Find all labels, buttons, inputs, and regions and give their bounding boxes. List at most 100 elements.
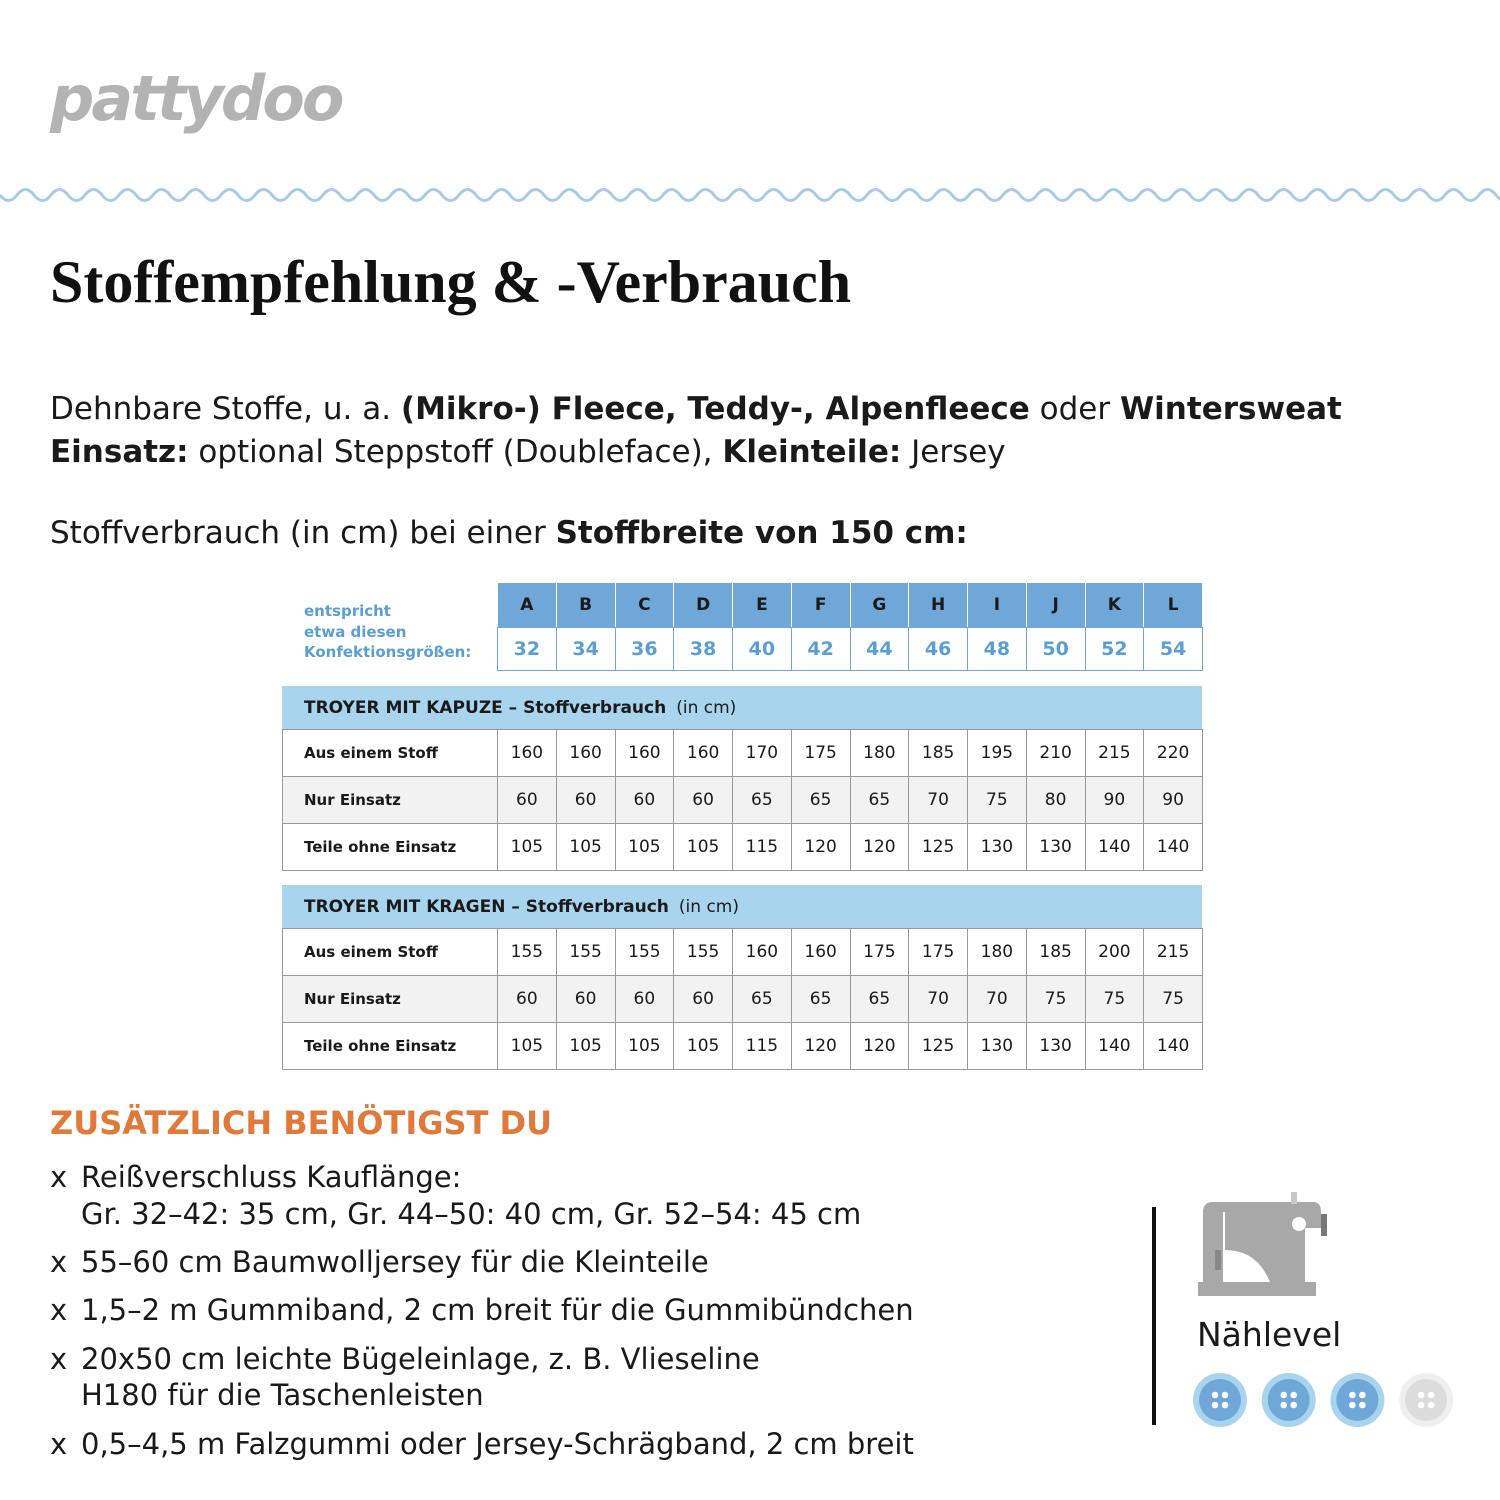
value-cell: 180 [967, 928, 1027, 976]
size-letter: H [908, 583, 968, 627]
value-cell: 75 [1143, 975, 1203, 1023]
value-cell: 170 [732, 729, 792, 777]
skill-button [1193, 1373, 1247, 1427]
value-cell: 115 [732, 1022, 792, 1070]
bullet: x [50, 1293, 68, 1327]
size-letter: L [1143, 583, 1203, 627]
row-label: Aus einem Stoff [282, 729, 498, 777]
section-title: TROYER MIT KAPUZE – Stoffverbrauch [304, 698, 667, 718]
button-hole [1211, 1401, 1219, 1409]
size-number: 36 [614, 627, 675, 671]
text: oder [1029, 391, 1120, 427]
value-cell: 215 [1084, 729, 1145, 777]
value-cell: 65 [849, 975, 910, 1023]
value-cell: 60 [673, 975, 733, 1023]
value-cell: 160 [790, 928, 851, 976]
bullet: x [50, 1342, 68, 1376]
value-cell: 175 [908, 928, 968, 976]
value-cell: 65 [790, 776, 851, 824]
button-hole [1427, 1391, 1435, 1399]
value-cell: 65 [790, 975, 851, 1023]
size-number: 52 [1084, 627, 1145, 671]
size-letter: B [555, 583, 616, 627]
size-label: etwa diesen [304, 622, 407, 641]
button-hole [1280, 1401, 1287, 1409]
item-line: 1,5–2 m Gummiband, 2 cm breit für die Gu… [81, 1293, 914, 1327]
size-number: 40 [732, 627, 792, 671]
button-hole [1221, 1391, 1229, 1399]
intro-line: Einsatz: optional Steppstoff (Doubleface… [50, 431, 1342, 474]
value-cell: 115 [732, 823, 792, 871]
value-cell: 200 [1084, 928, 1145, 976]
value-cell: 175 [849, 928, 910, 976]
item-line: H180 für die Taschenleisten [81, 1378, 484, 1412]
text: Dehnbare Stoffe, u. a. [50, 391, 401, 427]
fabric-width: Stoffverbrauch (in cm) bei einer Stoffbr… [50, 515, 968, 551]
skill-button [1261, 1373, 1316, 1427]
button-face [1267, 1379, 1310, 1421]
value-cell: 65 [849, 776, 910, 824]
button-hole [1280, 1391, 1287, 1399]
value-cell: 160 [673, 729, 733, 777]
size-letter: D [673, 583, 733, 627]
sewing-machine-icon [1198, 1192, 1327, 1296]
row-label: Nur Einsatz [282, 975, 498, 1023]
value-cell: 185 [908, 729, 968, 777]
size-number: 32 [497, 627, 557, 671]
skill-button [1330, 1373, 1385, 1427]
value-cell: 65 [732, 776, 792, 824]
section-unit: (in cm) [676, 698, 737, 718]
intro-line: Dehnbare Stoffe, u. a. (Mikro-) Fleece, … [50, 388, 1342, 431]
value-cell: 105 [673, 823, 733, 871]
value-cell: 155 [614, 928, 675, 976]
value-cell: 140 [1084, 823, 1145, 871]
bold-text: Kleinteile: [722, 434, 902, 470]
value-cell: 160 [497, 729, 557, 777]
value-cell: 75 [1025, 975, 1086, 1023]
value-cell: 60 [673, 776, 733, 824]
button-hole [1221, 1401, 1229, 1409]
size-letter: E [732, 583, 792, 627]
value-cell: 160 [732, 928, 792, 976]
value-cell: 210 [1025, 729, 1086, 777]
wave-divider [0, 188, 1500, 202]
value-cell: 60 [614, 975, 675, 1023]
size-number: 34 [555, 627, 616, 671]
value-cell: 180 [849, 729, 910, 777]
value-cell: 185 [1025, 928, 1086, 976]
value-cell: 160 [555, 729, 616, 777]
value-cell: 105 [614, 823, 675, 871]
value-cell: 60 [614, 776, 675, 824]
value-cell: 120 [849, 1022, 910, 1070]
bold-text: (Mikro-) Fleece, Teddy-, Alpenfleece [400, 391, 1030, 427]
value-cell: 105 [497, 823, 557, 871]
size-letter: F [790, 583, 851, 627]
value-cell: 90 [1084, 776, 1145, 824]
size-label: entspricht [304, 602, 391, 620]
value-cell: 70 [908, 776, 968, 824]
bullet: x [50, 1160, 68, 1194]
value-cell: 120 [790, 823, 851, 871]
value-cell: 65 [732, 975, 792, 1023]
button-face [1199, 1379, 1241, 1421]
item-line: Reißverschluss Kauflänge: [81, 1160, 462, 1194]
section-header: TROYER MIT KAPUZE – Stoffverbrauch (in cm… [282, 686, 1202, 730]
intro: Dehnbare Stoffe, u. a. (Mikro-) Fleece, … [50, 388, 1342, 474]
bullet: x [50, 1427, 68, 1461]
item-line: Gr. 32–42: 35 cm, Gr. 44–50: 40 cm, Gr. … [81, 1197, 862, 1231]
bold-text: Wintersweat [1119, 391, 1342, 427]
value-cell: 130 [1025, 823, 1086, 871]
value-cell: 120 [849, 823, 910, 871]
size-letter: A [497, 583, 557, 627]
value-cell: 140 [1143, 823, 1203, 871]
value-cell: 130 [967, 823, 1027, 871]
value-cell: 70 [967, 975, 1027, 1023]
button-hole [1349, 1401, 1356, 1409]
skill-level [1193, 1373, 1454, 1427]
value-cell: 60 [555, 975, 616, 1023]
button-hole [1290, 1391, 1297, 1399]
value-cell: 215 [1143, 928, 1203, 976]
bold-text: Einsatz: [50, 434, 189, 470]
row-label: Aus einem Stoff [282, 928, 498, 976]
